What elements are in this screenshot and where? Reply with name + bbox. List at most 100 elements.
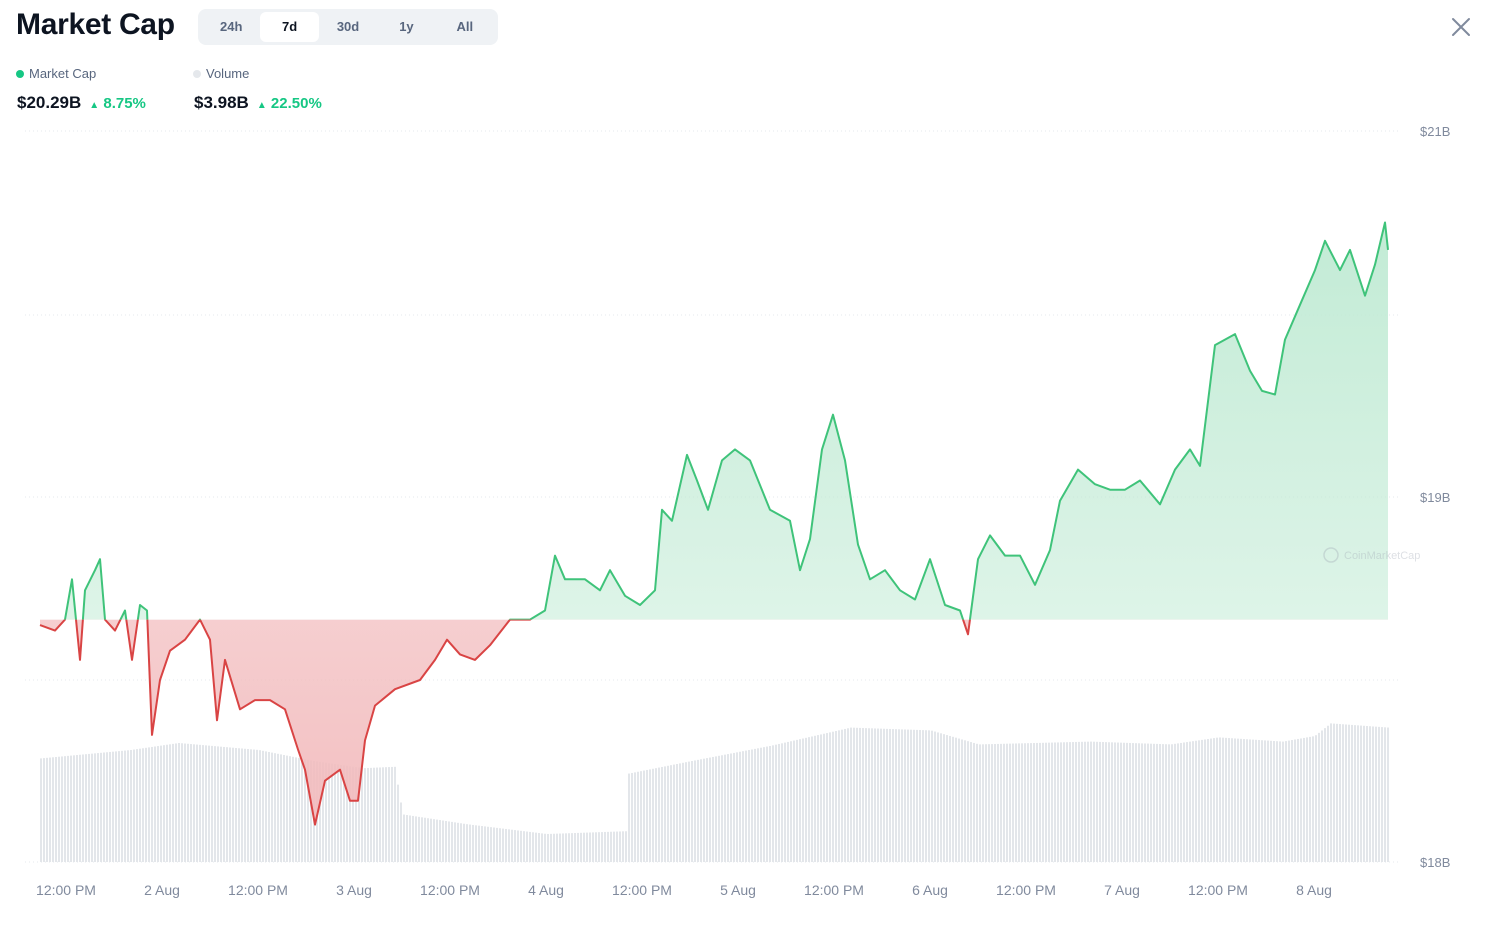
volume-bar <box>388 767 390 862</box>
volume-bar <box>520 830 522 862</box>
volume-bar <box>991 744 993 862</box>
volume-bar <box>160 745 162 862</box>
volume-bar <box>958 738 960 862</box>
volume-bar <box>1153 743 1155 862</box>
volume-bar <box>478 825 480 862</box>
volume-bar <box>1324 728 1326 862</box>
y-tick-label: $18B <box>1420 855 1450 870</box>
volume-bar <box>55 757 57 862</box>
volume-bar <box>508 829 510 862</box>
volume-bar <box>346 765 348 862</box>
volume-bar <box>328 763 330 862</box>
volume-bar <box>448 821 450 862</box>
volume-bar <box>868 728 870 862</box>
volume-bar <box>82 754 84 862</box>
volume-bar <box>967 741 969 862</box>
volume-bar <box>226 747 228 862</box>
volume-bar <box>184 743 186 862</box>
watermark-logo: CoinMarketCap <box>1323 547 1420 563</box>
volume-bar <box>67 755 69 862</box>
volume-bar <box>754 748 756 862</box>
volume-bar <box>412 815 414 862</box>
close-icon[interactable] <box>1448 14 1474 40</box>
market-cap-line-up <box>63 221 1389 620</box>
tab-7d[interactable]: 7d <box>260 12 319 42</box>
volume-bar <box>496 827 498 862</box>
volume-bar <box>874 728 876 862</box>
volume-bar <box>94 753 96 862</box>
volume-bar <box>961 739 963 862</box>
volume-bar <box>1246 739 1248 862</box>
volume-bar <box>349 766 351 862</box>
volume-bar <box>1348 724 1350 862</box>
volume-bar <box>784 742 786 862</box>
triangle-up-icon: ▲ <box>256 100 267 111</box>
volume-bar <box>88 753 90 862</box>
x-tick-label: 12:00 PM <box>1188 882 1248 898</box>
volume-bar <box>1126 742 1128 862</box>
volume-bar <box>1006 743 1008 862</box>
volume-bar <box>679 763 681 862</box>
tab-24h[interactable]: 24h <box>220 19 243 34</box>
volume-bar <box>190 744 192 862</box>
volume-bar <box>457 822 459 862</box>
volume-bar <box>691 761 693 862</box>
volume-bar <box>643 770 645 862</box>
volume-bar <box>838 730 840 862</box>
volume-bar <box>421 817 423 862</box>
volume-bar <box>151 746 153 862</box>
legend-volume[interactable]: Volume <box>193 66 249 81</box>
volume-bar <box>1060 742 1062 862</box>
volume-bar <box>724 754 726 862</box>
volume-bar <box>820 734 822 862</box>
volume-bar <box>235 747 237 862</box>
volume-bar <box>1384 727 1386 862</box>
volume-bar <box>1159 744 1161 862</box>
x-tick-label: 12:00 PM <box>612 882 672 898</box>
tab-30d[interactable]: 30d <box>336 19 360 34</box>
volume-bar <box>787 741 789 862</box>
volume-bar <box>946 735 948 862</box>
volume-bar <box>901 729 903 862</box>
legend-market-cap[interactable]: Market Cap <box>16 66 96 81</box>
volume-bar <box>307 759 309 862</box>
volume-bar <box>1309 736 1311 862</box>
volume-bar <box>1186 742 1188 862</box>
volume-bar <box>1003 743 1005 862</box>
volume-change-value: 22.50% <box>270 95 322 112</box>
volume-bar <box>295 757 297 862</box>
volume-bar <box>154 746 156 862</box>
volume-bar <box>892 729 894 862</box>
volume-bar <box>835 731 837 862</box>
volume-bar <box>1378 726 1380 862</box>
volume-bar <box>76 755 78 862</box>
volume-bar <box>871 728 873 862</box>
volume-bar <box>1285 741 1287 862</box>
volume-bar <box>1132 743 1134 862</box>
volume-bar <box>1207 739 1209 862</box>
volume-bar <box>844 728 846 862</box>
volume-bar <box>1189 741 1191 862</box>
volume-bar <box>1195 740 1197 862</box>
tab-all[interactable]: All <box>456 19 474 34</box>
volume-bar <box>73 755 75 862</box>
volume-bar <box>466 824 468 862</box>
volume-bar <box>541 833 543 862</box>
volume-bar <box>1051 742 1053 862</box>
volume-bar <box>595 832 597 862</box>
volume-bar <box>979 744 981 862</box>
volume-bar <box>550 833 552 862</box>
tab-1y[interactable]: 1y <box>399 19 414 34</box>
volume-bar <box>745 750 747 862</box>
volume-bar <box>460 823 462 862</box>
volume-bar <box>274 753 276 862</box>
volume-bar <box>253 749 255 862</box>
coinmarketcap-logo-icon <box>1323 547 1339 563</box>
volume-bar <box>805 737 807 862</box>
volume-bar <box>1321 730 1323 862</box>
volume-bar <box>1024 743 1026 862</box>
volume-bar <box>40 758 42 862</box>
volume-bar <box>244 748 246 862</box>
volume-bar <box>1216 737 1218 862</box>
